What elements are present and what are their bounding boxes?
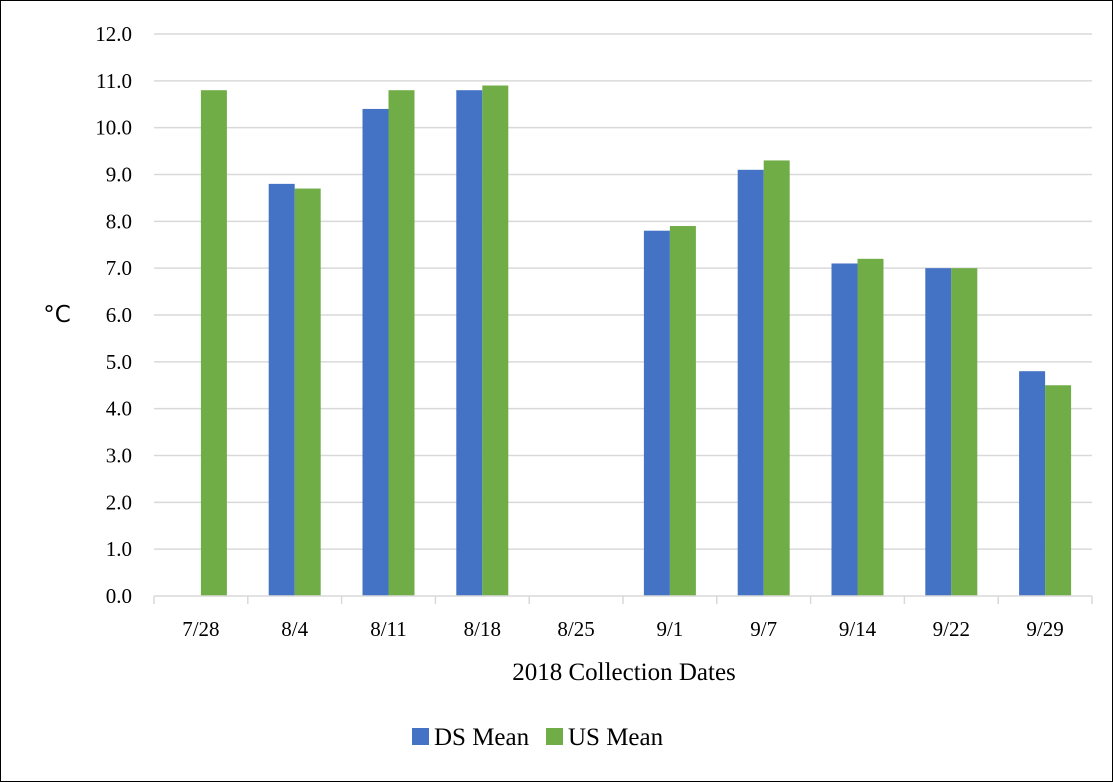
y-tick-label: 9.0 bbox=[106, 163, 132, 187]
bar-us-mean bbox=[1045, 385, 1072, 596]
bar-ds-mean bbox=[362, 108, 389, 596]
x-tick-label: 9/1 bbox=[656, 617, 683, 641]
x-tick-label: 9/14 bbox=[839, 617, 877, 641]
legend-label: US Mean bbox=[568, 724, 664, 751]
y-tick-label: 12.0 bbox=[95, 22, 132, 46]
y-tick-label: 4.0 bbox=[106, 397, 132, 421]
x-tick-label: 8/25 bbox=[557, 617, 594, 641]
y-tick-label: 8.0 bbox=[106, 209, 132, 233]
y-tick-label: 5.0 bbox=[106, 350, 132, 374]
bar-ds-mean bbox=[1019, 371, 1046, 596]
y-tick-label: 7.0 bbox=[106, 256, 132, 280]
y-tick-label: 0.0 bbox=[106, 584, 132, 608]
y-tick-label: 11.0 bbox=[96, 69, 132, 93]
bar-ds-mean bbox=[456, 90, 483, 596]
x-tick-label: 8/18 bbox=[464, 617, 501, 641]
y-tick-label: 3.0 bbox=[106, 444, 132, 468]
legend-swatch bbox=[546, 728, 563, 745]
x-axis-title: 2018 Collection Dates bbox=[512, 659, 736, 686]
x-tick-label: 9/22 bbox=[933, 617, 970, 641]
bar-us-mean bbox=[857, 258, 884, 596]
bar-us-mean bbox=[482, 85, 509, 597]
y-axis-tick-labels: 0.0 1.0 2.0 3.0 4.0 5.0 6.0 7.0 8.0 9.0 10.0 11.0 12… bbox=[95, 22, 132, 608]
bars bbox=[200, 85, 1072, 597]
y-axis-title: °C bbox=[43, 302, 71, 328]
bar-ds-mean bbox=[831, 263, 858, 596]
bar-us-mean bbox=[669, 226, 696, 596]
bar-ds-mean bbox=[737, 169, 764, 597]
y-tick-label: 2.0 bbox=[106, 490, 132, 514]
bar-us-mean bbox=[388, 90, 415, 596]
y-tick-label: 6.0 bbox=[106, 303, 132, 327]
x-tick-label: 8/4 bbox=[281, 617, 308, 641]
bar-us-mean bbox=[200, 90, 227, 596]
bar-us-mean bbox=[763, 160, 790, 596]
legend-swatch bbox=[412, 728, 429, 745]
bar-ds-mean bbox=[268, 183, 295, 596]
bar-ds-mean bbox=[643, 230, 670, 596]
y-tick-label: 10.0 bbox=[95, 116, 132, 140]
x-tick-label: 8/11 bbox=[370, 617, 407, 641]
x-tick-label: 9/29 bbox=[1026, 617, 1063, 641]
legend-label: DS Mean bbox=[434, 724, 530, 751]
x-tick-label: 9/7 bbox=[750, 617, 777, 641]
legend: DS Mean US Mean bbox=[412, 724, 664, 751]
x-tick-label: 7/28 bbox=[182, 617, 219, 641]
bar-ds-mean bbox=[925, 268, 952, 596]
y-tick-label: 1.0 bbox=[106, 537, 132, 561]
x-axis-tick-labels: 7/28 8/4 8/11 8/18 8/25 9/1 9/7 9/14 9/22 9/29 bbox=[153, 596, 1093, 641]
bar-us-mean bbox=[951, 268, 978, 596]
bar-us-mean bbox=[294, 188, 321, 597]
